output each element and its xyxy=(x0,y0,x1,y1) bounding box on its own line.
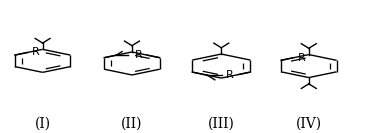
Text: (II): (II) xyxy=(121,117,143,131)
Text: (I): (I) xyxy=(34,117,51,131)
Text: (III): (III) xyxy=(208,117,235,131)
Text: R: R xyxy=(298,53,305,63)
Text: (IV): (IV) xyxy=(296,117,322,131)
Text: R: R xyxy=(135,50,143,60)
Text: R: R xyxy=(32,47,40,57)
Text: R: R xyxy=(226,70,234,80)
